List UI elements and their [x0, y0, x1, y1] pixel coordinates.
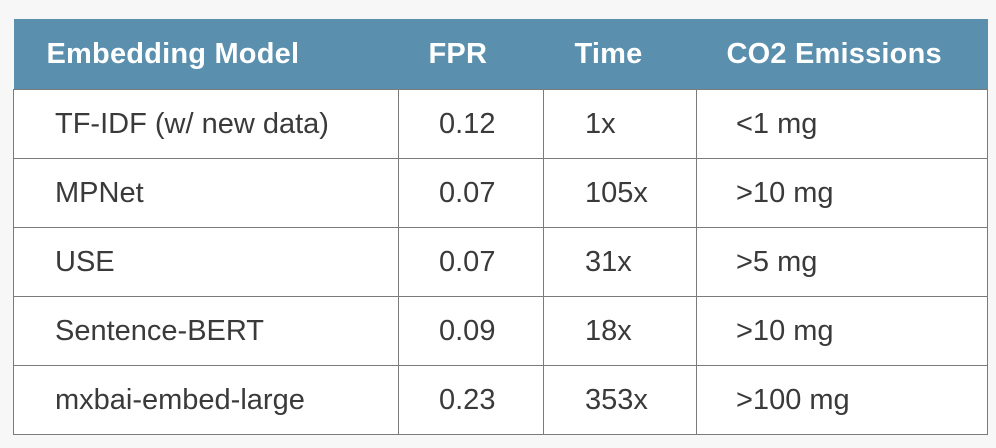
table-row: TF-IDF (w/ new data) 0.12 1x <1 mg [13, 89, 988, 159]
cell-co2: <1 mg [696, 89, 988, 159]
embedding-comparison-table: Embedding Model FPR Time CO2 Emissions T… [13, 19, 988, 435]
cell-fpr: 0.23 [398, 365, 544, 435]
cell-model: USE [13, 227, 399, 297]
header-time: Time [543, 19, 697, 90]
cell-time: 18x [543, 296, 697, 366]
cell-fpr: 0.09 [398, 296, 544, 366]
cell-model: TF-IDF (w/ new data) [13, 89, 399, 159]
cell-time: 353x [543, 365, 697, 435]
cell-co2: >10 mg [696, 158, 988, 228]
cell-model: MPNet [13, 158, 399, 228]
cell-co2: >5 mg [696, 227, 988, 297]
table-body: TF-IDF (w/ new data) 0.12 1x <1 mg MPNet… [13, 89, 988, 435]
header-embedding-model: Embedding Model [13, 19, 399, 90]
cell-time: 105x [543, 158, 697, 228]
cell-fpr: 0.12 [398, 89, 544, 159]
cell-model: mxbai-embed-large [13, 365, 399, 435]
header-fpr: FPR [398, 19, 544, 90]
cell-model: Sentence-BERT [13, 296, 399, 366]
table-row: MPNet 0.07 105x >10 mg [13, 158, 988, 228]
cell-fpr: 0.07 [398, 227, 544, 297]
table-row: Sentence-BERT 0.09 18x >10 mg [13, 296, 988, 366]
header-row: Embedding Model FPR Time CO2 Emissions [13, 19, 988, 90]
table-row: mxbai-embed-large 0.23 353x >100 mg [13, 365, 988, 435]
table-row: USE 0.07 31x >5 mg [13, 227, 988, 297]
cell-fpr: 0.07 [398, 158, 544, 228]
cell-co2: >100 mg [696, 365, 988, 435]
cell-time: 1x [543, 89, 697, 159]
cell-co2: >10 mg [696, 296, 988, 366]
table-header: Embedding Model FPR Time CO2 Emissions [13, 19, 988, 90]
header-co2-emissions: CO2 Emissions [696, 19, 988, 90]
cell-time: 31x [543, 227, 697, 297]
